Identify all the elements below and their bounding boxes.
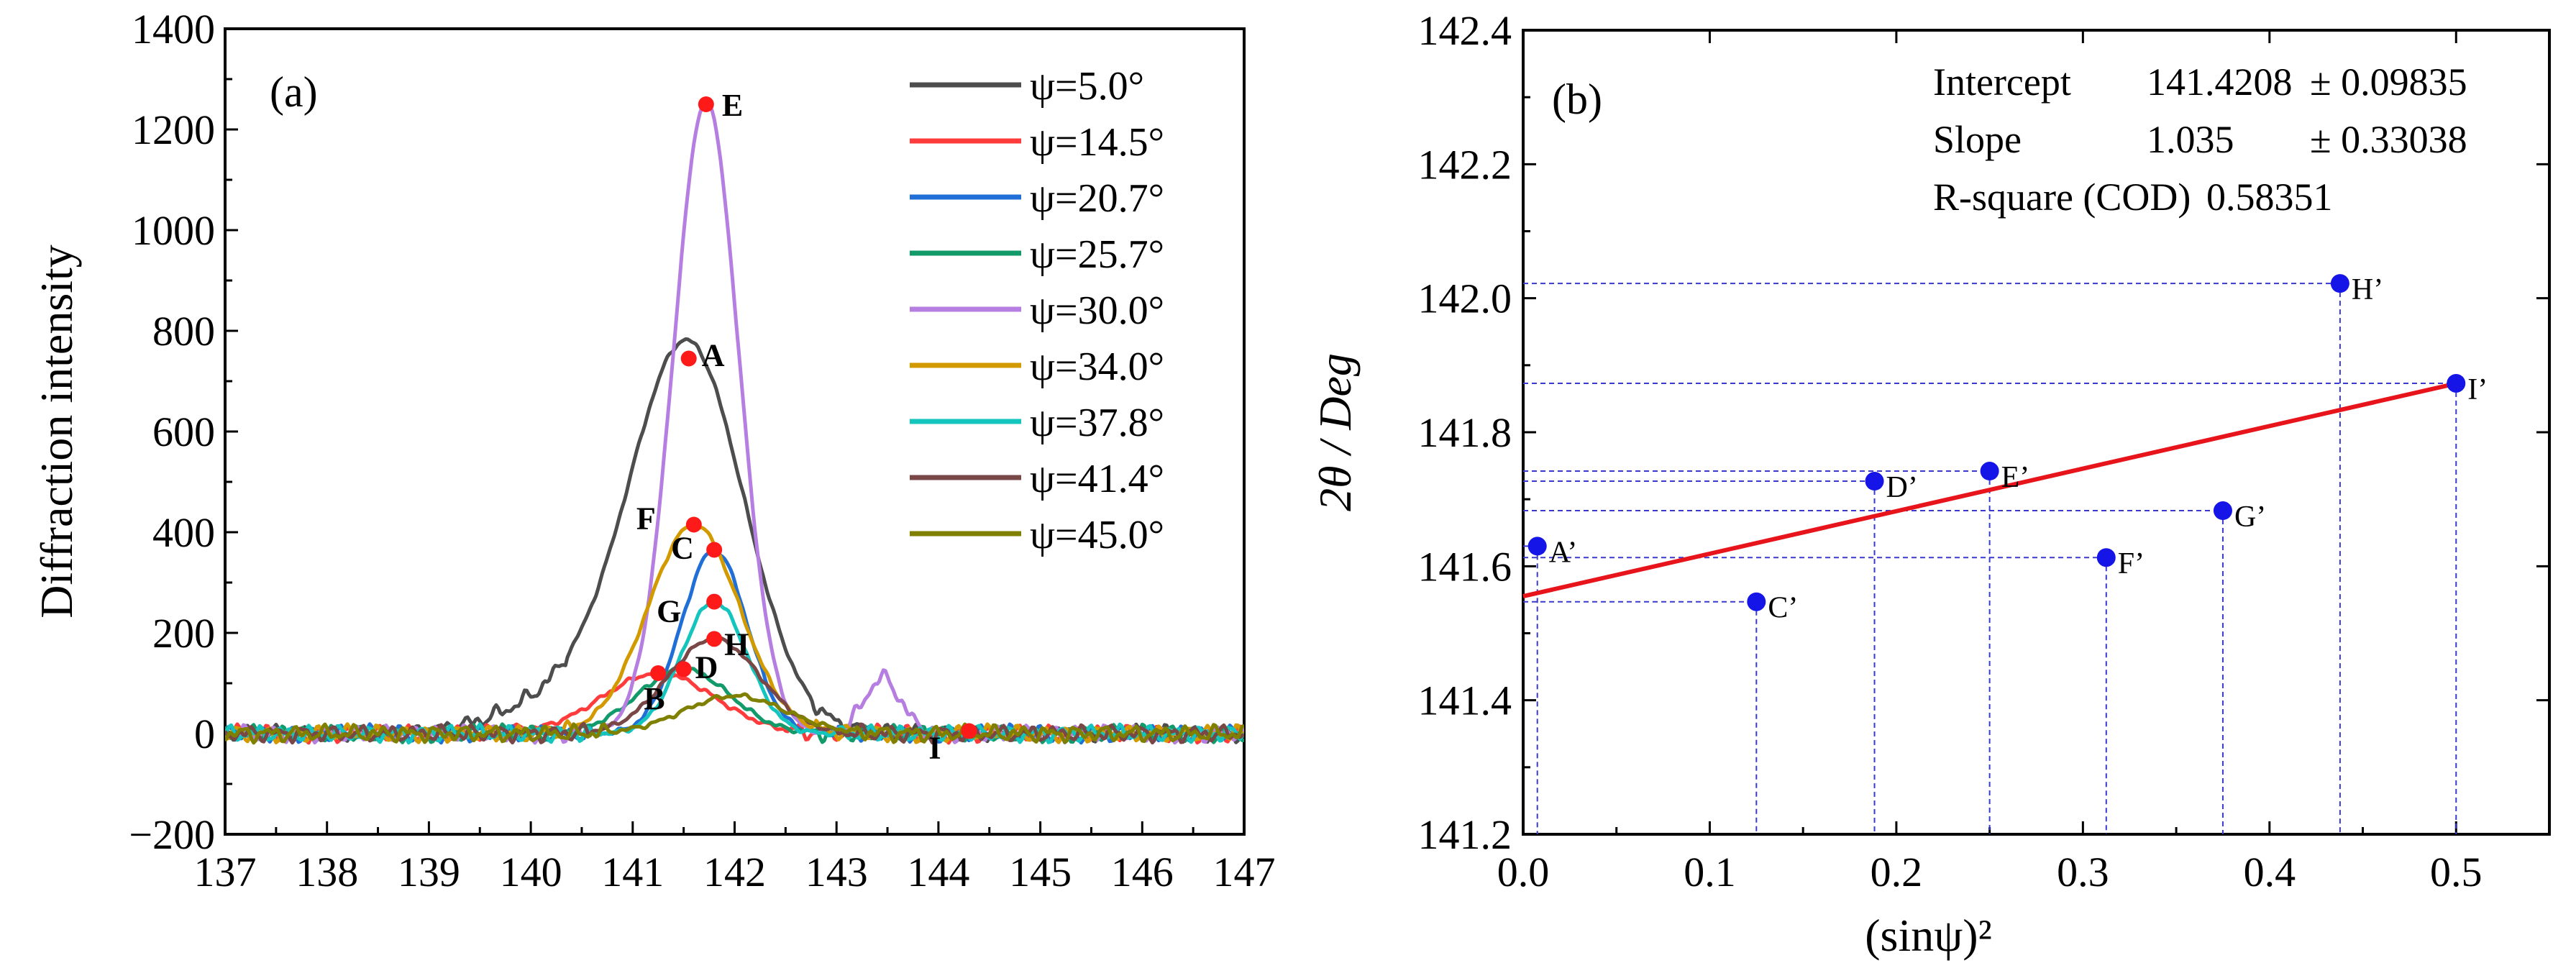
y-tick-label-b: 141.8 <box>1418 409 1512 456</box>
data-point-7 <box>2330 274 2349 293</box>
data-point-8 <box>2447 373 2466 393</box>
x-tick-label-a: 143 <box>805 849 868 895</box>
data-point-label-8: I’ <box>2467 373 2488 406</box>
chart-panel-a: 137 138 139 140 141 142 143 144 145 146 147 −200 0 20… <box>31 6 1276 895</box>
y-tick-label-b: 141.2 <box>1418 811 1512 858</box>
data-point-label-3: D’ <box>1886 471 1918 504</box>
data-point-4 <box>1980 462 1999 481</box>
y-tick-label-a: 400 <box>152 509 215 556</box>
data-point-2 <box>1747 592 1766 611</box>
legend-label-4: ψ=25.7° <box>1030 232 1164 277</box>
y-tick-label-a: 1200 <box>132 106 215 153</box>
peak-label-i: I <box>928 731 941 766</box>
x-tick-label-b: 0.3 <box>2057 849 2109 895</box>
data-point-1 <box>1527 537 1547 556</box>
x-tick-label-a: 147 <box>1213 849 1276 895</box>
peak-label-b: B <box>644 681 664 716</box>
legend-label-1: ψ=5.0° <box>1030 64 1144 109</box>
x-tick-label-a: 140 <box>500 849 562 895</box>
curves-a <box>225 102 1244 745</box>
data-point-label-2: C’ <box>1768 592 1798 625</box>
stat-name-3: R-square (COD) <box>1933 175 2191 219</box>
stat-value-2: 1.035 <box>2147 118 2234 161</box>
data-point-label-5: F’ <box>2118 547 2145 580</box>
y-tick-label-b: 141.4 <box>1418 677 1512 724</box>
data-point-6 <box>2213 501 2232 521</box>
x-tick-label-a: 139 <box>398 849 460 895</box>
stat-error-1: ± 0.09835 <box>2310 60 2467 104</box>
data-point-3 <box>1865 472 1884 491</box>
legend-label-5: ψ=30.0° <box>1030 288 1164 333</box>
y-axis-label-b: 2θ / Deg <box>1310 353 1361 511</box>
peak-point-g <box>706 593 723 610</box>
legend-label-7: ψ=37.8° <box>1030 401 1164 445</box>
x-tick-label-a: 146 <box>1111 849 1174 895</box>
x-axis-label-b: (sinψ)² <box>1865 910 1992 961</box>
legend-label-2: ψ=14.5° <box>1030 120 1164 165</box>
legend-label-6: ψ=34.0° <box>1030 344 1164 389</box>
stat-value-1: 141.4208 <box>2147 60 2293 104</box>
peak-label-d: D <box>695 649 718 685</box>
y-tick-label-b: 142.0 <box>1418 275 1512 322</box>
stat-error-2: ± 0.33038 <box>2310 118 2467 161</box>
legend-label-9: ψ=45.0° <box>1030 513 1164 557</box>
x-tick-label-a: 142 <box>703 849 766 895</box>
x-tick-label-b: 0.4 <box>2244 849 2296 895</box>
legend-label-3: ψ=20.7° <box>1030 176 1164 221</box>
stat-value-3: 0.58351 <box>2206 175 2333 219</box>
peak-label-h: H <box>724 626 749 662</box>
peak-label-c: C <box>671 531 694 566</box>
peak-point-b <box>650 665 667 681</box>
peak-label-f: F <box>636 501 656 537</box>
legend-label-8: ψ=41.4° <box>1030 457 1164 501</box>
peak-label-a: A <box>702 338 725 373</box>
peak-point-f <box>685 516 702 533</box>
series-line-9 <box>225 692 1244 745</box>
y-tick-label-b: 142.2 <box>1418 141 1512 188</box>
y-tick-label-b: 142.4 <box>1418 7 1512 54</box>
y-tick-label-a: 1000 <box>132 207 215 254</box>
peak-label-e: E <box>722 88 743 123</box>
panel-label-a: (a) <box>270 68 318 116</box>
data-point-label-6: G’ <box>2234 501 2266 534</box>
stat-name-2: Slope <box>1933 118 2022 161</box>
peak-point-a <box>680 350 697 367</box>
x-tick-label-b: 0.2 <box>1871 849 1923 895</box>
peak-label-g: G <box>657 594 681 629</box>
peak-point-h <box>706 631 723 647</box>
y-axis-label-a: Diffraction intensity <box>31 245 82 619</box>
y-tick-label-a: 1400 <box>132 6 215 53</box>
y-tick-label-a: 600 <box>152 409 215 455</box>
y-tick-label-a: 800 <box>152 308 215 355</box>
y-tick-label-a: −200 <box>129 811 215 858</box>
x-tick-label-b: 0.5 <box>2430 849 2483 895</box>
data-point-label-1: A’ <box>1549 536 1578 569</box>
series-line-7 <box>225 601 1244 745</box>
stat-name-1: Intercept <box>1933 60 2071 104</box>
x-tick-label-b: 0.1 <box>1684 849 1736 895</box>
peak-point-i <box>961 723 977 739</box>
peak-point-c <box>706 542 723 558</box>
chart-panel-b: 0.0 0.1 0.2 0.3 0.4 0.5 141.2 141.4 141.6 141.8 14… <box>1310 7 2551 961</box>
peak-point-d <box>675 661 692 677</box>
data-point-label-7: H’ <box>2352 273 2383 306</box>
series-line-8 <box>225 636 1244 745</box>
y-tick-label-a: 200 <box>152 610 215 657</box>
data-point-5 <box>2096 548 2116 567</box>
x-tick-label-a: 138 <box>296 849 358 895</box>
x-tick-label-a: 144 <box>907 849 969 895</box>
peak-point-e <box>698 96 714 112</box>
y-tick-label-b: 141.6 <box>1418 543 1512 590</box>
x-tick-label-a: 141 <box>601 849 664 895</box>
data-point-label-4: E’ <box>2001 461 2030 494</box>
x-tick-label-b: 0.0 <box>1497 849 1550 895</box>
x-tick-label-a: 137 <box>194 849 257 895</box>
panel-label-b: (b) <box>1552 76 1602 123</box>
fit-line <box>1522 381 2457 598</box>
x-tick-label-a: 145 <box>1009 849 1072 895</box>
y-tick-label-a: 0 <box>194 711 215 757</box>
